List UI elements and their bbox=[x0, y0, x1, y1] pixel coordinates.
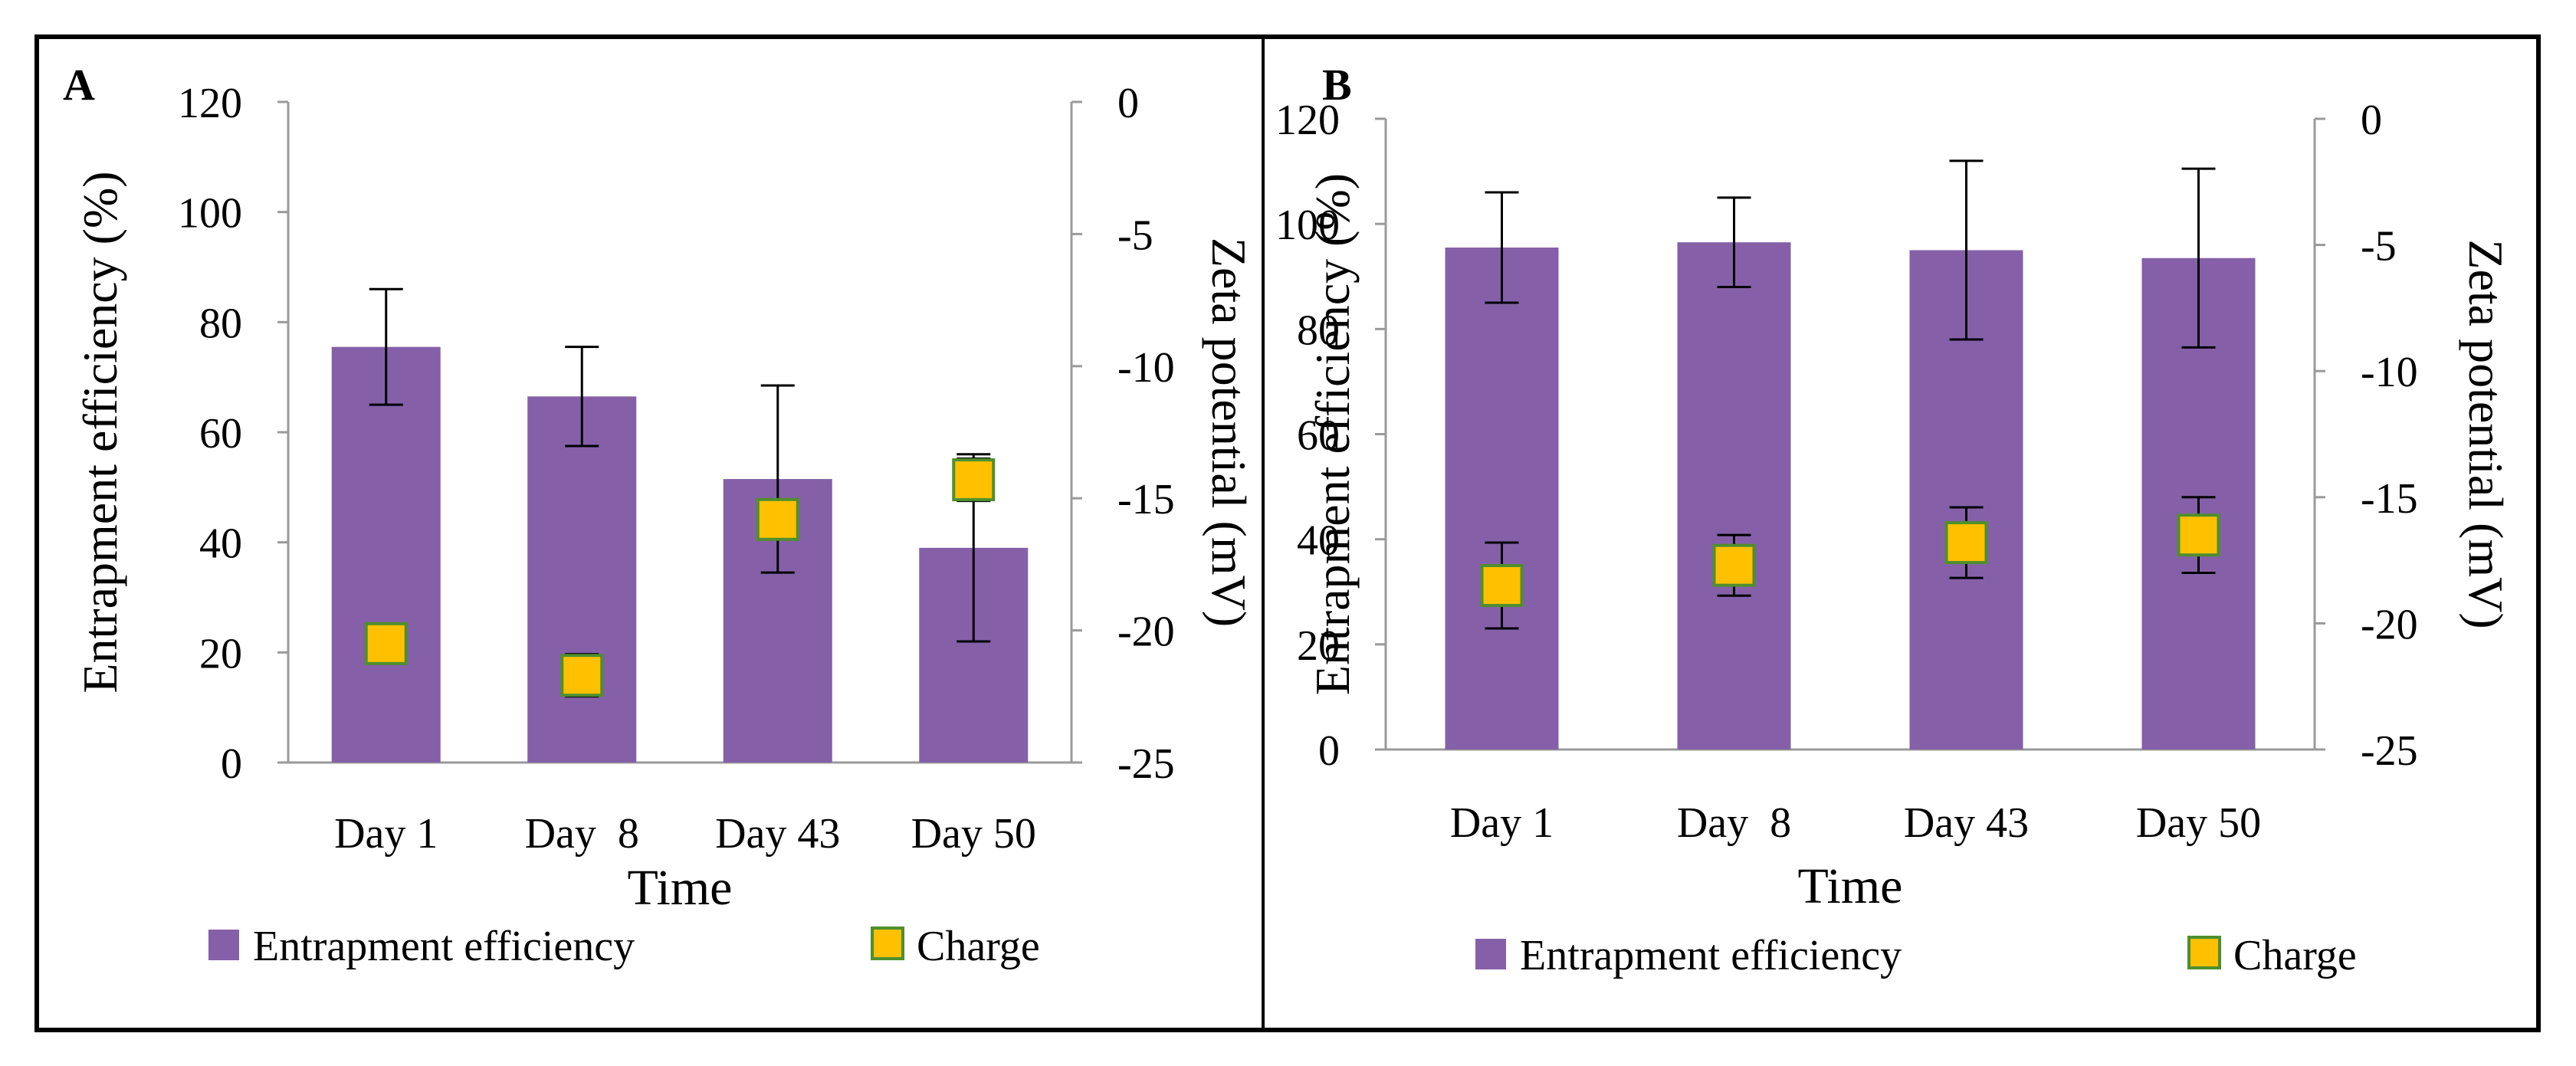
y-tick-label: 20 bbox=[199, 630, 242, 677]
y2-tick-label: -5 bbox=[2361, 223, 2397, 271]
x-tick-label: Day 43 bbox=[715, 810, 840, 858]
x-tick-label: Day 8 bbox=[525, 810, 639, 858]
x-tick-label: Day 1 bbox=[1450, 799, 1554, 847]
y2-tick-label: -10 bbox=[2361, 349, 2418, 396]
y-tick-label: 0 bbox=[1318, 727, 1340, 775]
y2-tick-label: -15 bbox=[2361, 475, 2418, 523]
y2-tick-label: -20 bbox=[1117, 608, 1175, 656]
y2-tick-label: -10 bbox=[1117, 344, 1175, 392]
charge-marker-2 bbox=[560, 654, 604, 697]
y2-tick-label: -25 bbox=[2361, 727, 2418, 775]
x-tick-label: Day 8 bbox=[1677, 799, 1791, 847]
x-axis-title: Time bbox=[628, 860, 733, 916]
x-axis-title: Time bbox=[1798, 858, 1903, 914]
panel-letter: A bbox=[63, 60, 95, 110]
y-axis-title: Entrapment efficiency (%) bbox=[1305, 173, 1360, 695]
y-tick-label: 120 bbox=[1275, 97, 1340, 144]
legend-marker-swatch bbox=[2187, 936, 2221, 969]
charge-marker-3 bbox=[1944, 521, 1988, 565]
y-tick-label: 40 bbox=[1297, 517, 1340, 565]
legend-marker-label: Charge bbox=[2233, 932, 2357, 979]
y-tick-label: 60 bbox=[199, 410, 242, 458]
bar-2 bbox=[1677, 242, 1791, 749]
charge-marker-3 bbox=[756, 497, 799, 541]
bar-1 bbox=[331, 346, 441, 763]
y-tick-label: 120 bbox=[178, 80, 242, 127]
legend-bar-label: Entrapment efficiency bbox=[253, 923, 635, 970]
y-tick-label: 80 bbox=[199, 300, 242, 347]
y-tick-label: 80 bbox=[1297, 307, 1340, 354]
legend-bar-swatch bbox=[1475, 939, 1506, 969]
charge-marker-1 bbox=[364, 622, 408, 665]
charge-marker-4 bbox=[2177, 513, 2220, 557]
x-tick-label: Day 43 bbox=[1904, 799, 2029, 847]
panel-b: B 0 20 40 60 80 100 120 0 -5 -10 -15 -20 -25 Day 1 Day … bbox=[1275, 60, 2513, 979]
y2-axis-title: Zeta potential (mV) bbox=[1202, 238, 1256, 627]
y2-axis-title: Zeta potential (mV) bbox=[2459, 239, 2513, 628]
charge-marker-2 bbox=[1712, 543, 1756, 587]
bar-1 bbox=[1445, 248, 1559, 749]
legend-bar-label: Entrapment efficiency bbox=[1520, 932, 1902, 979]
panel-a: A 0 20 40 60 80 100 120 0 -5 -10 -15 -20 -25 Day 1 Day … bbox=[63, 60, 1256, 970]
x-tick-label: Day 50 bbox=[911, 810, 1036, 858]
legend-bar-swatch bbox=[208, 930, 239, 960]
y2-tick-label: -15 bbox=[1117, 476, 1175, 523]
y-tick-label: 100 bbox=[1275, 202, 1340, 249]
y-tick-label: 40 bbox=[199, 520, 242, 568]
y2-tick-label: -20 bbox=[2361, 601, 2418, 648]
x-tick-label: Day 1 bbox=[334, 810, 438, 858]
bar-2 bbox=[527, 396, 637, 763]
charge-marker-4 bbox=[952, 458, 996, 502]
x-tick-label: Day 50 bbox=[2136, 799, 2261, 847]
y-tick-label: 20 bbox=[1297, 622, 1340, 670]
y2-tick-label: 0 bbox=[2361, 97, 2382, 144]
legend-marker-swatch bbox=[871, 927, 904, 960]
y2-tick-label: -5 bbox=[1117, 212, 1153, 259]
outer-frame bbox=[34, 34, 2541, 1032]
charge-marker-1 bbox=[1480, 564, 1524, 608]
panel-letter: B bbox=[1322, 60, 1352, 110]
y-tick-label: 0 bbox=[221, 740, 242, 788]
y-tick-label: 100 bbox=[178, 190, 242, 238]
legend-marker-label: Charge bbox=[917, 923, 1040, 970]
y2-tick-label: 0 bbox=[1117, 80, 1139, 127]
y-axis-title: Entrapment efficiency (%) bbox=[73, 171, 127, 693]
y2-tick-label: -25 bbox=[1117, 740, 1175, 788]
y-tick-label: 60 bbox=[1297, 412, 1340, 460]
